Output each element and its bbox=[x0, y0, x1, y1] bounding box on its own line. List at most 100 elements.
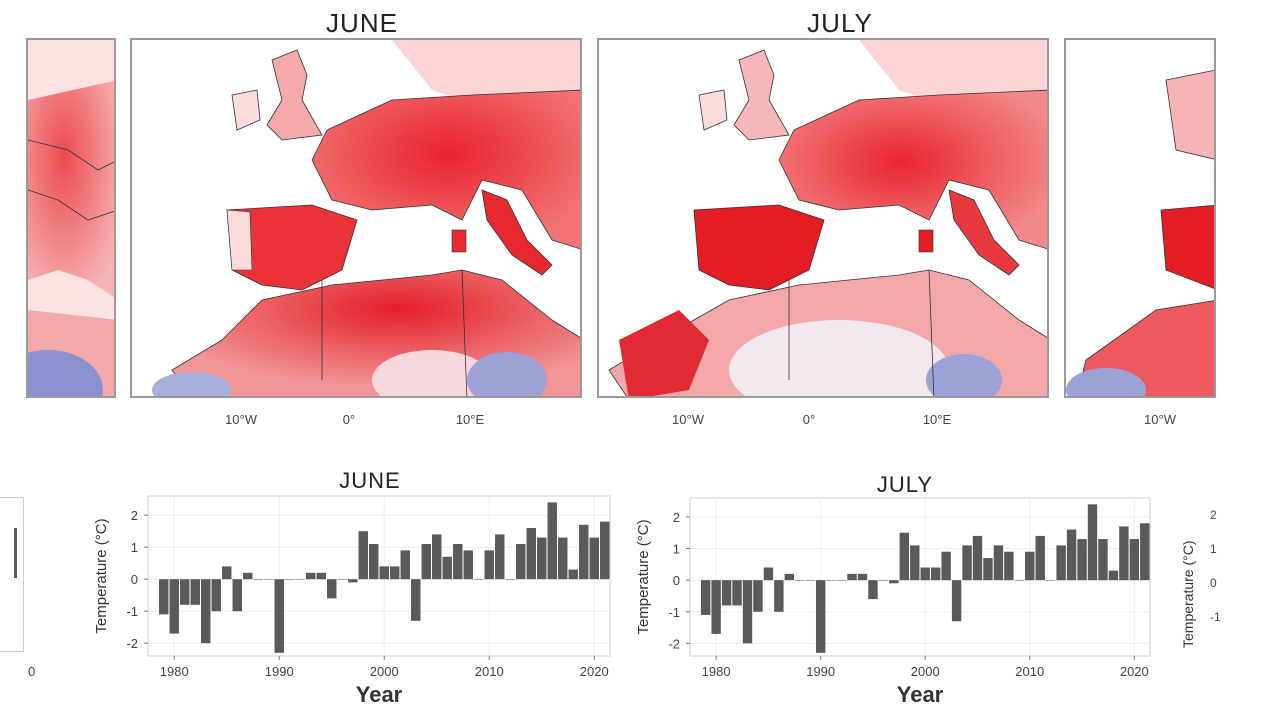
bar-1994 bbox=[316, 572, 326, 580]
bar-2000 bbox=[920, 567, 930, 581]
bar-1998 bbox=[358, 531, 368, 580]
bar-2008 bbox=[463, 550, 473, 580]
bar-1984 bbox=[211, 579, 221, 612]
bar-1987 bbox=[243, 572, 253, 580]
x-tick-label: 2020 bbox=[1120, 664, 1149, 679]
bar-1996 bbox=[878, 580, 889, 581]
lon-label-june-10w: 10°W bbox=[225, 412, 257, 427]
bar-2004 bbox=[421, 544, 431, 580]
y-tick-label: 0 bbox=[673, 573, 680, 588]
bar-2018 bbox=[1108, 570, 1119, 581]
map-panel-july bbox=[597, 38, 1049, 398]
bar-2018 bbox=[568, 569, 578, 580]
bar-2003 bbox=[951, 580, 962, 622]
bar-2013 bbox=[516, 544, 526, 580]
heatmap-partial-left bbox=[28, 40, 114, 396]
chart-panel-partial-left bbox=[0, 497, 24, 652]
y-axis-label: Temperature (°C) bbox=[635, 519, 652, 634]
y-tick-label: -2 bbox=[668, 636, 680, 651]
bar-2020 bbox=[1129, 539, 1140, 581]
bar-1991 bbox=[285, 579, 295, 580]
bar-1988 bbox=[253, 579, 263, 580]
partial-right-ytick-2: 2 bbox=[1210, 508, 1217, 522]
lon-label-july-10e: 10°E bbox=[922, 412, 952, 427]
bar-2012 bbox=[1045, 580, 1056, 581]
x-tick-label: 2000 bbox=[370, 664, 399, 679]
bar-1985 bbox=[763, 567, 774, 581]
y-tick-label: -2 bbox=[126, 636, 138, 651]
bar-1997 bbox=[889, 580, 899, 584]
map-panel-june bbox=[130, 38, 582, 398]
lon-label-june-0: 0° bbox=[342, 412, 356, 427]
bar-2000 bbox=[379, 566, 389, 580]
y-tick-label: 1 bbox=[673, 542, 680, 557]
bar-2017 bbox=[1098, 539, 1108, 581]
x-tick-label: 1990 bbox=[806, 664, 835, 679]
y-axis-label: Temperature (°C) bbox=[93, 518, 110, 633]
bar-1989 bbox=[805, 580, 815, 581]
bar-2008 bbox=[1004, 551, 1014, 581]
bar-2016 bbox=[1087, 504, 1098, 581]
y-tick-label: -1 bbox=[126, 604, 138, 619]
bar-1995 bbox=[868, 580, 878, 600]
bar-1984 bbox=[753, 580, 763, 612]
heatmap-july bbox=[599, 40, 1047, 396]
bar-2006 bbox=[442, 556, 452, 580]
bar-2021 bbox=[1140, 523, 1150, 581]
bar-1999 bbox=[910, 545, 920, 581]
bar-1990 bbox=[815, 580, 826, 653]
partial-left-xtick: 0 bbox=[28, 664, 36, 679]
bar-1983 bbox=[201, 579, 211, 644]
x-axis-label: Year bbox=[897, 682, 944, 707]
bar-1980 bbox=[711, 580, 721, 634]
chart-title-june: JUNE bbox=[339, 468, 401, 493]
bar-1981 bbox=[721, 580, 732, 606]
y-tick-label: 1 bbox=[131, 540, 138, 555]
x-axis-label: Year bbox=[356, 682, 403, 707]
bar-1988 bbox=[795, 580, 805, 581]
bar-1981 bbox=[180, 579, 190, 605]
bar-1992 bbox=[836, 580, 847, 581]
partial-bar bbox=[14, 528, 17, 578]
bar-1989 bbox=[264, 579, 274, 580]
map-title-june: JUNE bbox=[326, 8, 398, 38]
x-tick-label: 2020 bbox=[580, 664, 609, 679]
bar-1993 bbox=[306, 572, 316, 580]
bar-2009 bbox=[474, 579, 484, 580]
bar-1999 bbox=[369, 544, 379, 580]
y-tick-label: 2 bbox=[131, 508, 138, 523]
chart-panel-partial-right: Temperature (°C) 2 1 0 -1 bbox=[1180, 500, 1221, 660]
x-tick-label: 2000 bbox=[911, 664, 940, 679]
x-tick-label: 1990 bbox=[265, 664, 294, 679]
bar-2021 bbox=[600, 521, 610, 580]
bar-1997 bbox=[348, 579, 358, 583]
bar-1998 bbox=[899, 532, 910, 581]
bar-1980 bbox=[169, 579, 179, 634]
bar-1990 bbox=[274, 579, 284, 653]
y-tick-label: -1 bbox=[668, 605, 680, 620]
bar-2015 bbox=[1077, 539, 1087, 581]
bar-2015 bbox=[537, 537, 547, 580]
bar-1982 bbox=[190, 579, 200, 605]
bar-2010 bbox=[1025, 551, 1035, 581]
bar-1986 bbox=[232, 579, 242, 612]
partial-right-ylabel: Temperature (°C) bbox=[1180, 540, 1196, 648]
map-panel-partial-left bbox=[26, 38, 116, 398]
x-tick-label: 2010 bbox=[475, 664, 504, 679]
bar-2005 bbox=[972, 535, 983, 581]
bar-2006 bbox=[983, 558, 993, 581]
bar-1991 bbox=[826, 580, 836, 581]
y-tick-label: 2 bbox=[673, 510, 680, 525]
map-panel-partial-right bbox=[1064, 38, 1216, 398]
x-tick-label: 2010 bbox=[1015, 664, 1044, 679]
bar-1992 bbox=[295, 579, 305, 580]
lon-label-july-0: 0° bbox=[802, 412, 816, 427]
bar-2005 bbox=[432, 534, 442, 580]
bar-1994 bbox=[857, 573, 868, 581]
bar-1979 bbox=[159, 579, 169, 615]
bar-2013 bbox=[1056, 545, 1066, 581]
bar-1987 bbox=[784, 573, 795, 581]
partial-right-ytick-m1: -1 bbox=[1210, 610, 1221, 624]
bar-chart-june: -2 -1 0 1 2 1980 1990 2000 2010 2020 Year Temperatu… bbox=[93, 495, 611, 707]
bar-2010 bbox=[484, 550, 494, 580]
